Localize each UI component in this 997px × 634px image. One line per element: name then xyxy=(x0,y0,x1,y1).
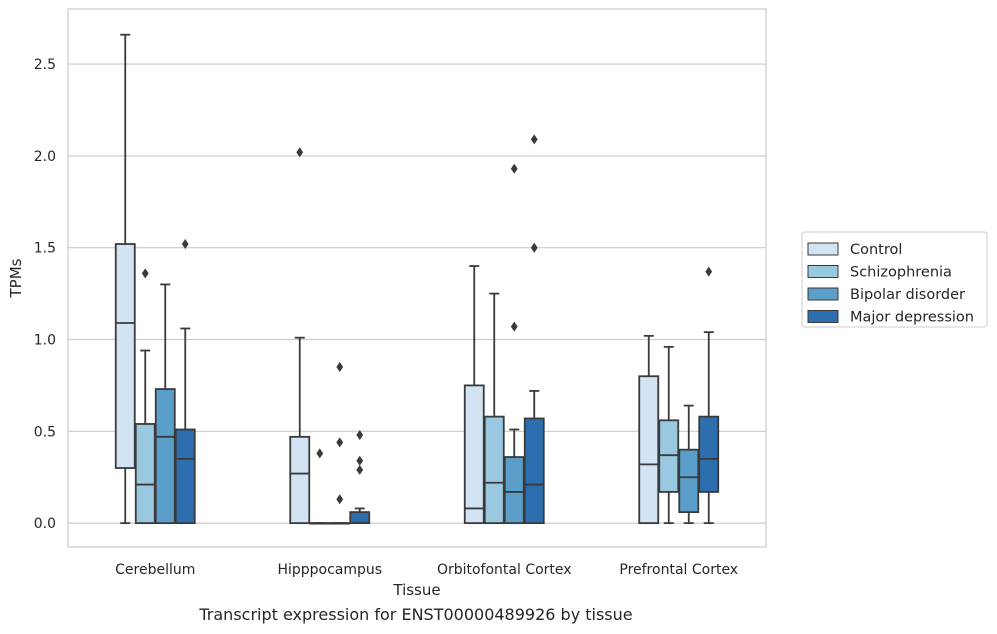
box-body xyxy=(289,435,311,525)
outlier-marker xyxy=(510,321,518,332)
y-tick-label: 1.0 xyxy=(34,333,56,349)
box xyxy=(174,239,196,525)
outlier-marker xyxy=(530,134,538,145)
box xyxy=(463,265,485,525)
outlier-marker xyxy=(296,147,304,158)
box-groups xyxy=(114,33,720,525)
box xyxy=(134,268,156,525)
box xyxy=(349,429,371,525)
box xyxy=(658,345,680,525)
box xyxy=(114,33,136,525)
outlier-marker xyxy=(336,494,344,505)
box-body xyxy=(638,375,660,525)
outlier-marker xyxy=(705,266,713,277)
box xyxy=(638,334,660,525)
box xyxy=(503,163,525,525)
box-body xyxy=(154,388,176,525)
box xyxy=(289,147,311,525)
legend-label: Bipolar disorder xyxy=(850,287,965,303)
box xyxy=(483,292,505,525)
legend-label: Major depression xyxy=(850,310,974,326)
box-body xyxy=(134,423,156,525)
box xyxy=(698,266,720,525)
box-body xyxy=(463,384,485,525)
plot-frame xyxy=(67,8,767,548)
box-body xyxy=(174,428,196,525)
y-tick-label: 0.5 xyxy=(34,424,56,440)
outlier-marker xyxy=(356,464,364,475)
x-tick-label: Cerebellum xyxy=(115,562,195,578)
box-group xyxy=(638,266,720,525)
box-body xyxy=(503,456,525,525)
legend-swatch xyxy=(807,310,839,323)
box xyxy=(523,134,545,525)
legend-frame xyxy=(801,231,988,328)
y-tick-labels: 0.0 0.5 1.0 1.5 2.0 2.5 xyxy=(34,57,56,532)
y-tick-label: 2.0 xyxy=(34,149,56,165)
outlier-marker xyxy=(356,455,364,466)
chart-caption: Transcript expression for ENST0000048992… xyxy=(199,605,633,624)
outlier-marker xyxy=(181,239,189,250)
outlier-marker xyxy=(356,429,364,440)
x-tick-labels: Cerebellum Hipppocampus Orbitofontal Corte… xyxy=(115,562,738,578)
legend: Control Schizophrenia Bipolar disorder Majo… xyxy=(801,231,988,328)
y-tick-label: 0.0 xyxy=(34,516,56,532)
outlier-marker xyxy=(336,437,344,448)
box-body xyxy=(698,415,720,493)
box-group xyxy=(114,33,196,525)
box-body xyxy=(523,417,545,525)
y-tick-label: 1.5 xyxy=(34,241,56,257)
outlier-marker xyxy=(141,268,149,279)
legend-swatch xyxy=(807,242,839,256)
outlier-marker xyxy=(530,242,538,253)
box-body xyxy=(483,415,505,525)
box-group xyxy=(289,147,371,525)
x-axis-label: Tissue xyxy=(392,581,440,599)
box xyxy=(329,362,351,525)
x-tick-label: Prefrontal Cortex xyxy=(619,562,738,578)
legend-swatch xyxy=(807,287,839,301)
outlier-marker xyxy=(316,448,324,459)
outlier-marker xyxy=(510,163,518,174)
box-group xyxy=(463,134,545,525)
box xyxy=(678,404,700,525)
box-body xyxy=(349,511,371,525)
legend-label: Schizophrenia xyxy=(850,265,952,281)
box-body xyxy=(678,448,700,514)
box xyxy=(154,283,176,525)
legend-swatch xyxy=(807,265,839,278)
x-tick-label: Orbitofontal Cortex xyxy=(437,562,572,578)
y-tick-label: 2.5 xyxy=(34,57,56,73)
box-body xyxy=(658,419,680,493)
box-body xyxy=(114,243,136,469)
y-axis-label: TPMs xyxy=(7,258,25,298)
x-tick-label: Hipppocampus xyxy=(277,562,382,578)
box xyxy=(309,448,331,525)
legend-label: Control xyxy=(850,242,902,258)
outlier-marker xyxy=(336,362,344,373)
